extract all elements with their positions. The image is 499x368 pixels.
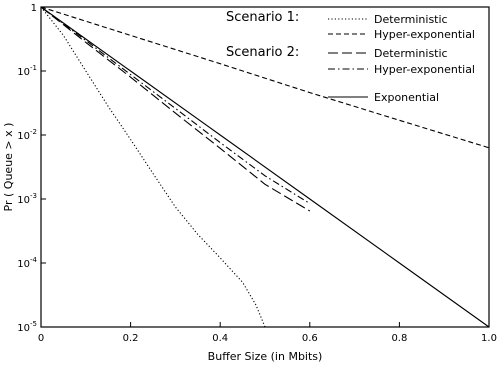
x-tick-label: 0.6 <box>302 333 318 344</box>
x-tick-label: 0.4 <box>212 333 228 344</box>
y-tick-label: 10-3 <box>17 192 37 206</box>
legend-label-s1_hyp: Hyper-exponential <box>374 28 475 41</box>
y-tick-label: 10-4 <box>17 256 37 270</box>
series-line-s2_det <box>40 6 311 212</box>
y-tick-label: 10-1 <box>17 64 37 78</box>
y-axis-title: Pr ( Queue > x ) <box>2 123 15 212</box>
y-tick-label: 10-5 <box>17 320 37 334</box>
series-layer <box>40 6 490 328</box>
x-tick-label: 0.8 <box>391 333 407 344</box>
x-tick-label: 0.2 <box>123 333 139 344</box>
x-tick-label: 0 <box>38 333 44 344</box>
y-tick-label: 10-2 <box>17 128 37 142</box>
legend-heading: Scenario 1: <box>226 10 299 25</box>
series-line-s1_hyp <box>40 6 490 149</box>
legend-heading: Scenario 2: <box>226 45 299 60</box>
plot-frame <box>40 6 490 328</box>
x-tick-label: 1.0 <box>481 333 497 344</box>
legend: Scenario 1: Deterministic Hyper-exponentia… <box>226 10 475 104</box>
legend-label-s2_hyp: Hyper-exponential <box>374 63 475 76</box>
legend-label-s1_det: Deterministic <box>374 13 448 26</box>
x-axis-title: Buffer Size (in Mbits) <box>208 350 323 363</box>
series-line-exp <box>40 6 490 328</box>
series-line-s2_hyp <box>40 6 311 204</box>
y-tick-label: 1 <box>31 3 37 14</box>
legend-label-s2_det: Deterministic <box>374 47 448 60</box>
legend-label-exp: Exponential <box>374 91 439 104</box>
